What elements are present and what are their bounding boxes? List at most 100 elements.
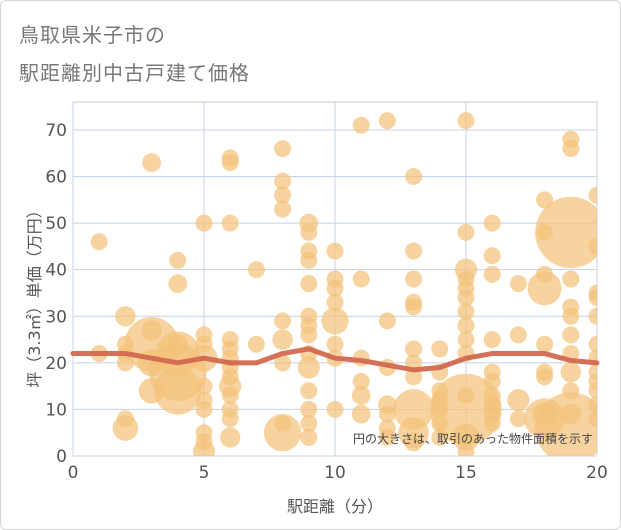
data-bubble xyxy=(536,191,554,209)
data-bubble xyxy=(274,354,292,372)
data-bubble xyxy=(378,112,396,130)
data-bubble xyxy=(507,389,530,412)
data-bubble xyxy=(588,335,597,353)
data-bubble xyxy=(535,196,597,269)
data-bubble xyxy=(195,400,213,418)
y-tick-label: 60 xyxy=(45,168,67,188)
data-bubble xyxy=(300,400,318,418)
data-bubble xyxy=(351,404,371,424)
data-bubble xyxy=(274,200,292,218)
data-bubble xyxy=(274,312,292,330)
trend-line-group xyxy=(70,346,600,373)
data-bubble xyxy=(457,331,475,349)
data-bubble xyxy=(483,247,501,265)
data-bubble xyxy=(221,214,239,232)
data-bubble xyxy=(562,140,580,158)
data-bubble xyxy=(326,279,344,297)
data-bubble xyxy=(457,289,475,307)
bubble-series xyxy=(90,112,597,456)
data-bubble xyxy=(220,427,241,448)
data-bubble xyxy=(562,307,580,325)
data-bubble xyxy=(560,361,581,383)
data-bubble xyxy=(167,334,188,355)
x-axis-label: 駅距離（分） xyxy=(287,497,383,516)
x-tick-label: 20 xyxy=(586,463,608,483)
data-bubble xyxy=(562,326,580,344)
data-bubble xyxy=(483,372,501,390)
data-bubble xyxy=(393,389,434,430)
data-bubble xyxy=(536,368,554,386)
data-bubble xyxy=(405,168,423,186)
data-bubble xyxy=(452,423,480,451)
data-bubble xyxy=(509,326,527,344)
data-bubble xyxy=(405,270,423,288)
data-bubble xyxy=(588,307,597,325)
data-bubble xyxy=(168,274,188,294)
y-tick-label: 70 xyxy=(45,121,67,141)
x-tick-label: 10 xyxy=(324,463,346,483)
data-bubble xyxy=(192,440,216,456)
data-bubble xyxy=(300,382,318,400)
data-bubble xyxy=(297,356,320,379)
data-bubble xyxy=(351,386,371,405)
data-bubble xyxy=(274,172,292,190)
y-tick-label: 30 xyxy=(45,307,67,327)
bubble-size-note: 円の大きさは、取引のあった物件面積を示す xyxy=(353,431,593,446)
data-bubble xyxy=(221,154,239,172)
data-bubble xyxy=(588,396,597,414)
x-tick-labels: 0 5 10 15 20 xyxy=(68,463,608,483)
data-bubble xyxy=(378,312,396,330)
data-bubble xyxy=(483,214,501,232)
data-bubble xyxy=(378,405,396,423)
data-bubble xyxy=(405,340,423,358)
data-bubble xyxy=(272,329,293,350)
y-tick-labels: 0 10 20 30 40 50 60 70 xyxy=(45,121,67,467)
data-bubble xyxy=(352,372,370,390)
data-bubble xyxy=(405,298,423,316)
y-tick-label: 20 xyxy=(45,354,67,374)
data-bubble xyxy=(326,293,344,311)
chart-title-line1: 鳥取県米子市の xyxy=(19,23,166,47)
data-bubble xyxy=(195,214,213,232)
y-tick-label: 40 xyxy=(45,261,67,281)
data-bubble xyxy=(352,116,370,134)
data-bubble xyxy=(405,368,423,386)
data-bubble xyxy=(588,410,597,428)
data-bubble xyxy=(142,153,162,172)
data-bubble xyxy=(457,442,475,456)
y-tick-label: 50 xyxy=(45,214,67,234)
data-bubble xyxy=(588,237,597,255)
data-bubble xyxy=(221,410,239,428)
data-bubble xyxy=(588,186,597,204)
trend-line xyxy=(70,346,600,373)
data-bubble xyxy=(326,400,344,418)
data-bubble xyxy=(263,414,302,452)
chart-title-line2: 駅距離別中古戸建て価格 xyxy=(19,61,250,85)
data-bubble xyxy=(535,392,597,456)
data-bubble xyxy=(274,186,292,204)
data-bubble xyxy=(457,303,475,321)
data-bubble xyxy=(483,331,501,349)
data-bubble xyxy=(154,366,202,415)
data-bubble xyxy=(221,386,239,404)
data-bubble xyxy=(326,242,344,260)
data-bubble xyxy=(300,428,318,446)
data-bubble xyxy=(527,271,562,306)
data-bubble xyxy=(405,242,423,260)
data-bubble xyxy=(90,233,108,251)
data-bubble xyxy=(536,335,554,353)
data-bubble xyxy=(300,414,318,432)
data-bubble xyxy=(352,270,370,288)
data-bubble xyxy=(457,317,475,335)
x-tick-label: 0 xyxy=(68,463,79,483)
data-bubble xyxy=(588,382,597,400)
y-axis-label: 坪（3.3㎡）単価（万円） xyxy=(25,202,44,387)
data-bubble xyxy=(509,275,527,293)
data-bubble xyxy=(431,340,449,358)
data-bubble xyxy=(274,140,292,158)
data-bubble xyxy=(300,223,318,241)
data-bubble xyxy=(588,289,597,307)
data-bubble xyxy=(326,335,344,353)
x-tick-label: 15 xyxy=(455,463,477,483)
